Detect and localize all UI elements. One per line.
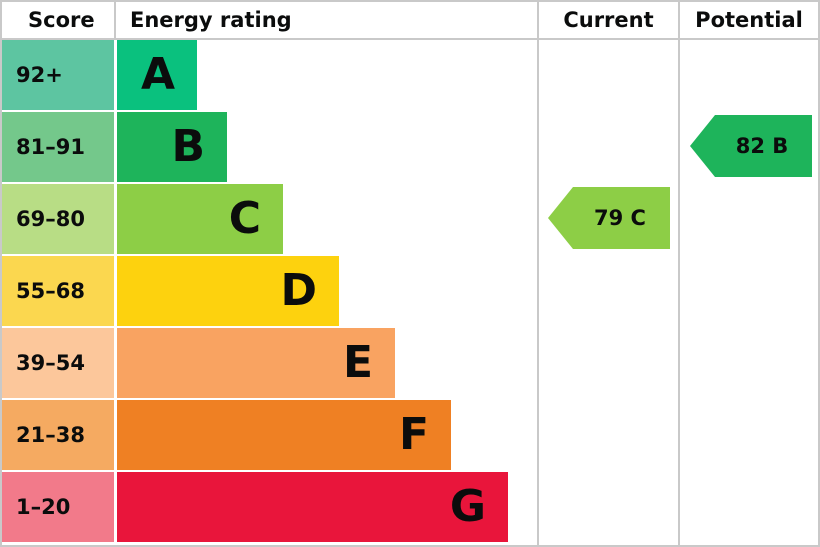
current-rating-label: 79 C [594, 206, 646, 230]
header-score: Score [28, 8, 95, 32]
header-current: Current [563, 8, 654, 32]
band-letter-c: C [228, 193, 261, 244]
band-row-f: 21–38 F [2, 400, 537, 470]
chart-header: Score Energy rating Current Potential [2, 2, 818, 38]
band-row-e: 39–54 E [2, 328, 537, 398]
score-range-f: 21–38 [2, 400, 114, 470]
band-letter-f: F [398, 409, 429, 460]
band-letter-a: A [140, 49, 175, 100]
header-bottom-divider [2, 38, 818, 40]
header-potential: Potential [695, 8, 803, 32]
band-row-g: 1–20 G [2, 472, 537, 542]
score-range-e: 39–54 [2, 328, 114, 398]
rating-bar-e: E [117, 328, 395, 398]
rating-bar-d: D [117, 256, 339, 326]
potential-rating-label: 82 B [735, 134, 789, 158]
score-range-d: 55–68 [2, 256, 114, 326]
rating-bar-a: A [117, 40, 197, 110]
band-letter-g: G [449, 481, 486, 532]
rating-bar-g: G [117, 472, 508, 542]
band-row-a: 92+ A [2, 40, 537, 110]
rating-bar-c: C [117, 184, 283, 254]
band-row-d: 55–68 D [2, 256, 537, 326]
band-letter-e: E [342, 337, 373, 388]
divider-potential-column [678, 2, 680, 545]
score-range-b: 81–91 [2, 112, 114, 182]
band-letter-b: B [171, 121, 205, 172]
band-row-c: 69–80 C [2, 184, 537, 254]
header-energy-rating: Energy rating [130, 8, 292, 32]
score-range-g: 1–20 [2, 472, 114, 542]
potential-rating-arrow: 82 B [690, 115, 812, 177]
divider-current-column [537, 2, 539, 545]
band-letter-d: D [280, 265, 317, 316]
rating-bar-f: F [117, 400, 451, 470]
divider-score-column [114, 2, 116, 38]
score-range-a: 92+ [2, 40, 114, 110]
band-row-b: 81–91 B [2, 112, 537, 182]
rating-bar-b: B [117, 112, 227, 182]
current-rating-arrow: 79 C [548, 187, 670, 249]
score-range-c: 69–80 [2, 184, 114, 254]
